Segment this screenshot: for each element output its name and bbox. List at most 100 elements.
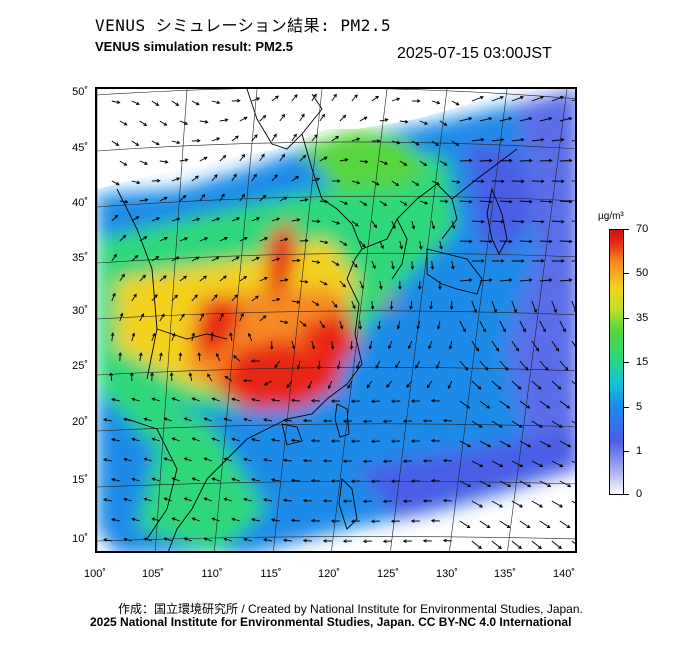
wind-arrow-head (231, 517, 236, 522)
lon-label-135: 135˚ (493, 568, 517, 580)
wind-arrow-head (342, 459, 347, 463)
wind-arrow (339, 280, 346, 288)
wind-arrow (271, 217, 280, 222)
wind-arrow (230, 333, 233, 342)
wind-arrow (351, 300, 356, 309)
wind-arrow (211, 100, 220, 104)
wind-arrow (417, 320, 421, 329)
wind-arrow (447, 380, 453, 389)
wind-arrow-head (356, 137, 361, 142)
wind-arrow (151, 140, 160, 146)
wind-arrow (499, 117, 512, 122)
wind-arrow-head (112, 292, 116, 297)
wind-arrow-head (283, 196, 288, 200)
wind-arrow-head (284, 320, 289, 325)
wind-arrow-head (527, 443, 532, 448)
wind-arrow-head (103, 418, 107, 422)
wind-arrow (386, 380, 393, 388)
wind-arrow-head (370, 479, 375, 484)
wind-arrow-head (479, 463, 484, 467)
wind-arrow-head (163, 417, 168, 421)
wind-arrow-head (526, 524, 531, 529)
wind-arrow-head (447, 385, 452, 390)
wind-arrow (152, 438, 160, 442)
wind-arrow (139, 313, 144, 322)
wind-arrow-head (261, 153, 265, 158)
wind-arrow (279, 114, 285, 122)
wind-arrow-head (548, 278, 553, 282)
wind-arrow (131, 518, 140, 522)
wind-arrow-head (136, 180, 141, 185)
wind-arrow-head (415, 182, 420, 186)
wind-arrow (131, 180, 140, 184)
wind-arrow (291, 439, 300, 442)
wind-arrow-head (143, 497, 148, 502)
wind-arrow (451, 260, 454, 269)
wind-arrow-head (468, 239, 473, 244)
wind-arrow-head (500, 219, 505, 224)
wind-arrow-head (500, 95, 504, 100)
wind-arrow (390, 300, 393, 310)
wind-arrow-head (488, 116, 493, 121)
wind-arrow (199, 275, 207, 282)
wind-arrow (399, 120, 408, 123)
wind-arrow-head (411, 225, 416, 230)
wind-arrow (271, 399, 280, 402)
wind-arrow (291, 340, 295, 349)
wind-arrow (559, 360, 569, 371)
wind-arrow (243, 458, 252, 462)
wind-arrow (303, 420, 312, 422)
wind-arrow (539, 520, 551, 528)
wind-arrow-head (155, 102, 160, 106)
wind-arrow-head (251, 397, 256, 402)
wind-arrow-head (407, 345, 412, 350)
wind-arrow-head (254, 134, 258, 138)
wind-arrow (415, 360, 421, 369)
wind-arrow (397, 320, 401, 329)
wind-arrow-head (478, 424, 483, 428)
wind-arrow (271, 134, 277, 142)
wind-arrow-head (384, 161, 389, 165)
wind-arrow (251, 398, 260, 402)
wind-arrow-head (528, 278, 533, 282)
wind-arrow-head (247, 332, 252, 337)
wind-arrow-head (224, 237, 228, 241)
lon-label-120: 120˚ (317, 568, 341, 580)
lat-label-45: 45˚ (72, 142, 88, 154)
wind-arrow (439, 240, 442, 249)
wind-arrow-head (362, 459, 367, 464)
wind-arrow-head (171, 517, 176, 521)
wind-arrow (319, 240, 328, 244)
wind-arrow-head (291, 345, 296, 350)
wind-arrow-head (255, 295, 259, 300)
wind-arrow-head (430, 478, 435, 483)
wind-arrow (239, 313, 244, 322)
wind-arrow-head (324, 199, 329, 204)
wind-arrow (571, 380, 575, 385)
wind-arrow-head (497, 386, 502, 390)
wind-arrow-head (302, 458, 307, 463)
wind-arrow-head (176, 177, 181, 181)
wind-arrow-head (123, 497, 128, 502)
wind-arrow-head (375, 95, 380, 100)
wind-arrow (286, 380, 293, 388)
wind-arrow-head (171, 397, 176, 401)
wind-arrow-head (533, 309, 537, 314)
wind-arrow-head (207, 373, 211, 378)
wind-arrow-head (488, 278, 493, 282)
wind-arrow-head (322, 499, 327, 503)
wind-arrow (459, 360, 469, 371)
wind-arrow (551, 220, 564, 223)
wind-arrow (451, 140, 459, 146)
wind-arrow (111, 333, 114, 342)
wind-arrow-head (455, 142, 460, 146)
wind-arrow-head (135, 101, 140, 106)
wind-arrow-head (508, 116, 513, 121)
wind-arrow-head (537, 386, 542, 390)
wind-arrow-head (520, 259, 525, 263)
wind-arrow-head (214, 174, 218, 178)
wind-arrow (191, 100, 200, 106)
lat-label-35: 35˚ (72, 252, 88, 264)
wind-arrow (283, 499, 292, 502)
wind-arrow (259, 154, 265, 162)
